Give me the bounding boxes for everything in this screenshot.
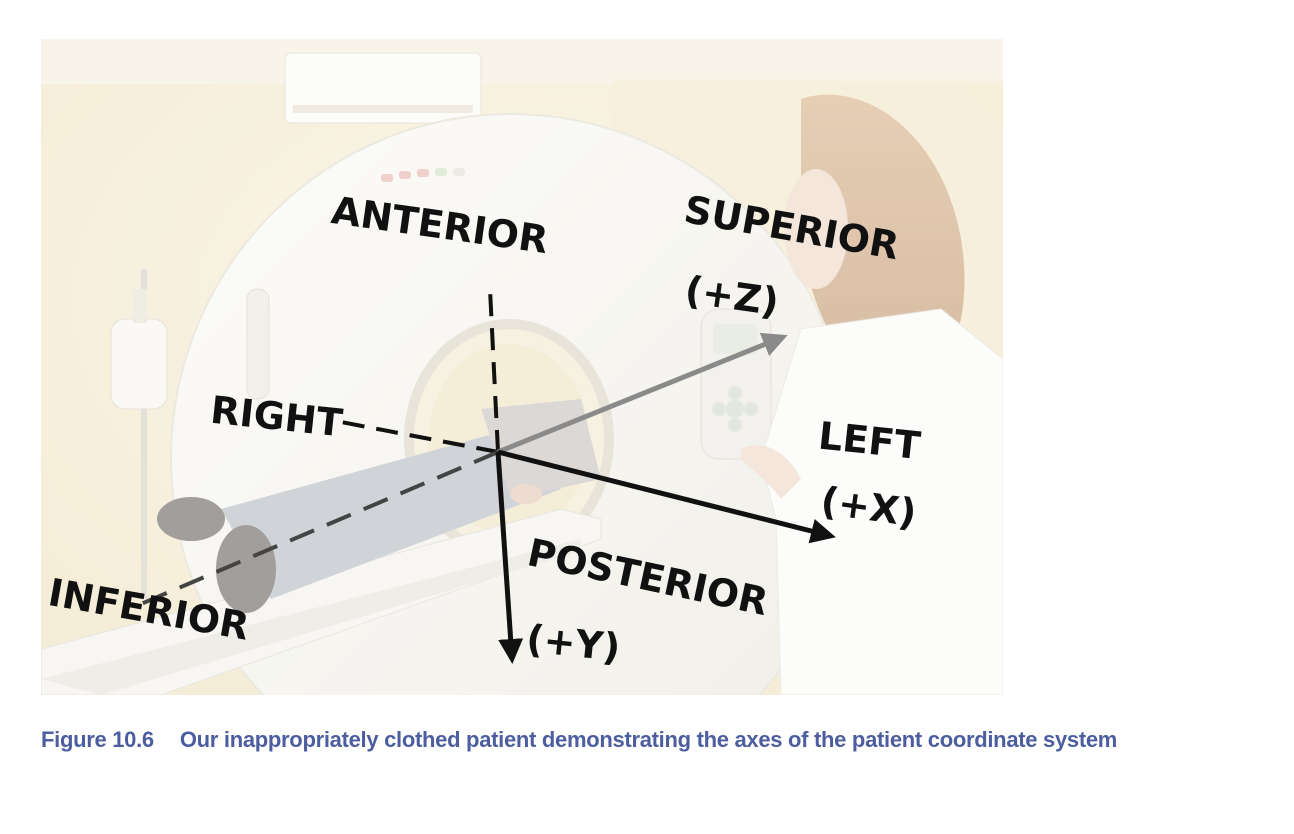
label-posterior-axis: (+Y) — [524, 616, 622, 670]
figure-number: Figure 10.6 — [41, 727, 154, 752]
right-axis-line — [340, 420, 499, 454]
caption-text: Our inappropriately clothed patient demo… — [179, 727, 1118, 752]
patient-table — [41, 508, 602, 695]
figure-caption: Figure 10.6 Our inappropriately clothed p… — [41, 727, 1281, 753]
gantry-indicator-lights — [381, 168, 465, 182]
posterior-axis-arrow — [495, 451, 524, 664]
superior-axis-arrow — [497, 332, 788, 455]
anterior-axis-line — [488, 288, 500, 453]
axis-lines — [140, 288, 836, 664]
ceiling — [41, 39, 1003, 84]
technician — [741, 94, 1003, 695]
left-axis-arrow — [497, 449, 836, 544]
figure-image: ANTERIOR SUPERIOR (+Z) RIGHT LEFT (+X) P… — [41, 39, 1003, 695]
inferior-axis-line — [140, 450, 499, 606]
air-conditioner-vent — [293, 105, 473, 113]
label-left: LEFT — [816, 414, 922, 468]
gantry-side-panel — [246, 288, 270, 400]
iv-stand — [110, 269, 168, 599]
